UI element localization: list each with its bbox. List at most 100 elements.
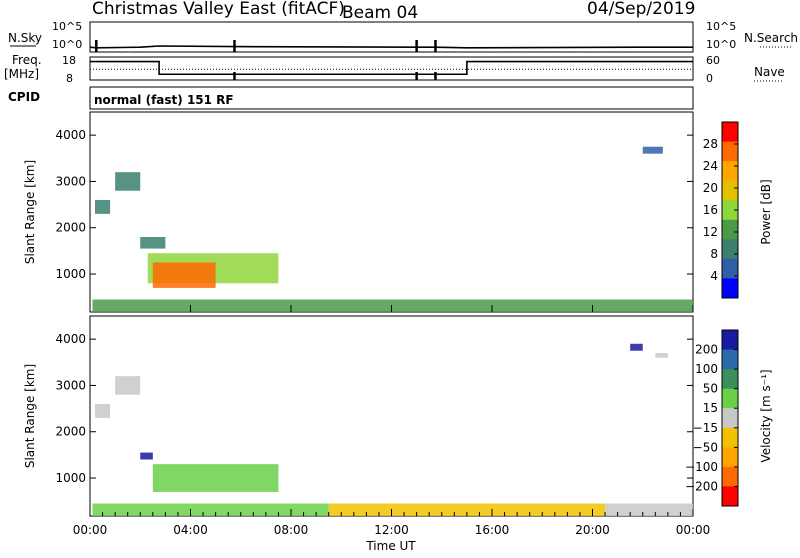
freq-label: Freq. xyxy=(12,53,42,67)
power-cbar-label-6: 4 xyxy=(710,269,718,283)
power-region-1 xyxy=(95,199,111,214)
velocity-region-6 xyxy=(152,464,279,492)
nsearch-tick-bottom: 10^0 xyxy=(706,38,736,51)
xtick-label-2: 08:00 xyxy=(274,523,309,537)
power-ylabel: Slant Range [km] xyxy=(23,160,37,264)
station-title: Christmas Valley East (fitACF) xyxy=(92,0,345,19)
power-cbar-seg-7 xyxy=(722,258,738,279)
velocity-cbar-label-3: 15 xyxy=(703,401,718,415)
power-cbar-label-1: 24 xyxy=(703,159,718,173)
velocity-cbar-label-4: −15 xyxy=(693,421,718,435)
power-cbar-label-5: 8 xyxy=(710,247,718,261)
power-ytick-label-0: 4000 xyxy=(55,128,86,142)
velocity-region-4 xyxy=(115,376,141,395)
velocity-ytick-label-2: 2000 xyxy=(55,425,86,439)
nsky-tick-top: 10^5 xyxy=(52,20,82,33)
cpid-text: normal (fast) 151 RF xyxy=(94,93,234,107)
beam-label: Beam 04 xyxy=(342,3,418,23)
nsearch-label: N.Search xyxy=(744,31,798,45)
nsky-panel-frame xyxy=(89,21,694,53)
power-colorbar: 28 24 20 16 12 8 4 xyxy=(703,121,739,299)
power-cbar-seg-5 xyxy=(722,219,738,240)
power-cbar-label-0: 28 xyxy=(703,137,718,151)
velocity-cbar-seg-0 xyxy=(722,330,738,351)
velocity-cbar-label-5: −50 xyxy=(693,440,718,454)
xtick-label-4: 16:00 xyxy=(475,523,510,537)
power-cbar-seg-2 xyxy=(722,161,738,182)
velocity-cbar-label-6: −100 xyxy=(685,460,718,474)
freq-series xyxy=(90,60,693,80)
power-cbar-seg-4 xyxy=(722,200,738,221)
velocity-region-1 xyxy=(328,503,606,516)
power-cbar-label-4: 12 xyxy=(703,225,718,239)
xtick-label-5: 20:00 xyxy=(575,523,610,537)
velocity-cbar-seg-2 xyxy=(722,369,738,390)
velocity-cbar-seg-8 xyxy=(722,486,738,507)
power-yaxis: 4000 3000 2000 1000 xyxy=(55,128,693,281)
velocity-cbar-label-2: 50 xyxy=(703,382,718,396)
nave-label: Nave xyxy=(754,65,785,79)
velocity-yaxis: 4000 3000 2000 1000 xyxy=(55,332,693,485)
velocity-cbar-label-0: 200 xyxy=(695,343,718,357)
freq-tick-bottom: 8 xyxy=(66,72,73,85)
velocity-colorbar-label: Velocity [m s⁻¹] xyxy=(759,369,773,462)
velocity-ytick-label-1: 3000 xyxy=(55,378,86,392)
power-cbar-seg-6 xyxy=(722,239,738,260)
power-cbar-label-2: 20 xyxy=(703,181,718,195)
velocity-region-8 xyxy=(655,353,668,358)
freq-panel-frame xyxy=(89,56,694,81)
power-cbar-label-3: 16 xyxy=(703,203,718,217)
velocity-ytick-label-3: 1000 xyxy=(55,471,86,485)
power-colorbar-label: Power [dB] xyxy=(759,179,773,244)
power-ytick-label-3: 1000 xyxy=(55,267,86,281)
power-cbar-seg-3 xyxy=(722,180,738,201)
nsky-line xyxy=(89,45,693,49)
freq-tick-top: 18 xyxy=(62,54,76,67)
velocity-region-3 xyxy=(95,403,111,418)
power-ytick-label-1: 3000 xyxy=(55,174,86,188)
velocity-region-7 xyxy=(630,343,643,351)
velocity-cbar-seg-3 xyxy=(722,388,738,409)
nsky-tick-bottom: 10^0 xyxy=(52,38,82,51)
velocity-cbar-frame xyxy=(721,329,739,507)
power-cbar-seg-1 xyxy=(722,141,738,162)
power-region-5 xyxy=(152,262,216,288)
xaxis-label: Time UT xyxy=(365,539,416,553)
power-ytick-label-2: 2000 xyxy=(55,221,86,235)
velocity-cbar-seg-5 xyxy=(722,427,738,448)
nsearch-tick-top: 10^5 xyxy=(706,20,736,33)
nsky-label: N.Sky xyxy=(8,31,42,45)
xtick-label-3: 12:00 xyxy=(374,523,409,537)
cpid-label: CPID xyxy=(8,90,40,104)
xtick-label-1: 04:00 xyxy=(173,523,208,537)
xtick-label-0: 00:00 xyxy=(73,523,108,537)
velocity-cbar-label-7: −200 xyxy=(685,479,718,493)
velocity-colorbar: 200 100 50 15 −15 −50 −100 −200 xyxy=(685,329,739,507)
nave-tick-top: 60 xyxy=(706,54,720,67)
power-cbar-seg-8 xyxy=(722,278,738,299)
velocity-region-5 xyxy=(140,452,153,460)
nsky-series xyxy=(89,40,693,52)
velocity-cbar-seg-4 xyxy=(722,408,738,429)
freq-line xyxy=(90,60,693,76)
power-cbar-seg-0 xyxy=(722,122,738,143)
power-heatmap xyxy=(92,146,693,312)
power-region-3 xyxy=(140,237,166,249)
power-region-2 xyxy=(115,172,141,191)
xtick-label-6: 00:00 xyxy=(676,523,711,537)
velocity-region-2 xyxy=(605,503,693,516)
velocity-cbar-seg-1 xyxy=(722,349,738,370)
freq-unit: [MHz] xyxy=(4,67,39,81)
power-region-6 xyxy=(642,146,663,154)
velocity-ylabel: Slant Range [km] xyxy=(23,364,37,468)
velocity-cbar-label-1: 100 xyxy=(695,362,718,376)
nave-tick-bottom: 0 xyxy=(706,72,713,85)
velocity-heatmap xyxy=(92,343,693,516)
velocity-cbar-seg-7 xyxy=(722,466,738,487)
time-axis: 00:00 04:00 08:00 12:00 16:00 20:00 00:00 xyxy=(73,305,711,537)
velocity-region-0 xyxy=(92,503,329,516)
date-label: 04/Sep/2019 xyxy=(587,0,695,19)
velocity-ytick-label-0: 4000 xyxy=(55,332,86,346)
